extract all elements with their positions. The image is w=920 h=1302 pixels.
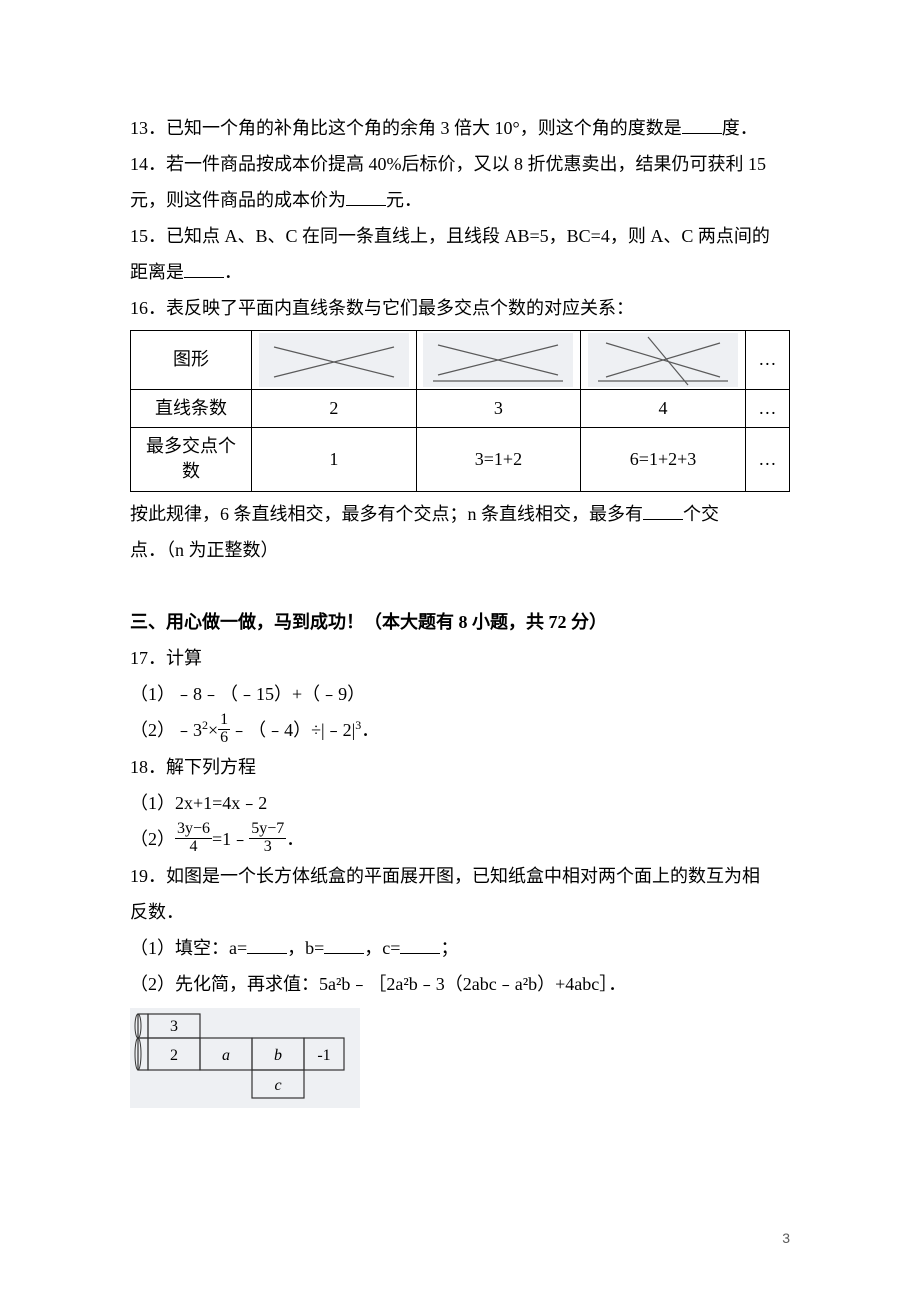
q14-l1: 14．若一件商品按成本价提高 40%后标价，又以 8 折优惠卖出，结果仍可获利 …	[130, 146, 790, 182]
net-b: b	[274, 1047, 282, 1064]
q18-2-f1d: 4	[175, 839, 212, 856]
q14-tail: 元．	[386, 190, 422, 210]
net-r: -1	[317, 1047, 330, 1064]
t16-fig-2	[252, 331, 417, 390]
q17-2-frac: 16	[218, 712, 230, 747]
q18-2-tail: ．	[286, 829, 304, 849]
q16-after-1: 按此规律，6 条直线相交，最多有个交点；n 条直线相交，最多有 个交	[130, 496, 790, 532]
net-c: c	[274, 1077, 281, 1094]
q19-1-b2	[324, 935, 364, 954]
q18-2-mid: =1﹣	[212, 829, 249, 849]
q13: 13．已知一个角的补角比这个角的余角 3 倍大 10°，则这个角的度数是 度．	[130, 110, 790, 146]
t16-r2-h: 最多交点个 数	[131, 428, 252, 491]
net-a: a	[222, 1047, 230, 1064]
q17-2-post: ﹣（﹣4）÷|﹣2|	[230, 720, 355, 740]
q13-tail: 度．	[722, 118, 758, 138]
q19-1-b3	[400, 935, 440, 954]
gap-1	[130, 568, 790, 604]
q14-blank	[346, 187, 386, 206]
q16-after-a: 按此规律，6 条直线相交，最多有个交点；n 条直线相交，最多有	[130, 504, 643, 524]
t16-r2-a: 1	[252, 428, 417, 491]
lines-4-icon	[588, 333, 738, 387]
q15-l2: 距离是 ．	[130, 254, 790, 290]
q15-tail: ．	[224, 262, 242, 282]
q17-1: （1）﹣8﹣（﹣15）+（﹣9）	[130, 676, 790, 712]
q19-l2: 反数．	[130, 894, 790, 930]
lines-3-icon	[423, 333, 573, 387]
t16-h-shape: 图形	[131, 331, 252, 390]
q18-2-f1: 3y−64	[175, 821, 212, 856]
t16-r2-e: …	[745, 428, 789, 491]
page-number: 3	[782, 1224, 790, 1252]
q19-1: （1）填空：a= ，b= ，c= ；	[130, 930, 790, 966]
q18-2-f2: 5y−73	[249, 821, 286, 856]
t16-r1-e: …	[745, 390, 789, 428]
t16-fig-3	[416, 331, 581, 390]
q19-1-pre: （1）填空：a=	[130, 938, 247, 958]
q17-2-pre: （2）﹣3	[130, 720, 202, 740]
q18-2-f2n: 5y−7	[249, 821, 286, 839]
q18: 18．解下列方程	[130, 749, 790, 785]
t16-r1-a: 2	[252, 390, 417, 428]
section-3: 三、用心做一做，马到成功！（本大题有 8 小题，共 72 分）	[130, 604, 790, 640]
q18-2-f1n: 3y−6	[175, 821, 212, 839]
t16-h-ell: …	[745, 331, 789, 390]
t16-r2-c: 6=1+2+3	[581, 428, 746, 491]
q19-1-tail: ；	[440, 938, 458, 958]
net-top: 3	[170, 1018, 178, 1035]
t16-r1-b: 3	[416, 390, 581, 428]
q19-2: （2）先化简，再求值：5a²b﹣［2a²b﹣3（2abc﹣a²b）+4abc］．	[130, 966, 790, 1002]
q15-l1: 15．已知点 A、B、C 在同一条直线上，且线段 AB=5，BC=4，则 A、C…	[130, 218, 790, 254]
q19-1-m2: ，c=	[364, 938, 400, 958]
q17-2-num: 1	[218, 712, 230, 730]
q19-1-b1	[247, 935, 287, 954]
q17-2-den: 6	[218, 730, 230, 747]
q17-2-tail: ．	[361, 720, 379, 740]
q14-text: 元，则这件商品的成本价为	[130, 190, 346, 210]
q18-2: （2）3y−64=1﹣5y−73．	[130, 821, 790, 858]
lines-2-icon	[259, 333, 409, 387]
q18-2-pre: （2）	[130, 829, 175, 849]
t16-r2-b: 3=1+2	[416, 428, 581, 491]
q17: 17．计算	[130, 640, 790, 676]
q19-1-m1: ，b=	[287, 938, 324, 958]
t16-r1-c: 4	[581, 390, 746, 428]
q17-2-mid: ×	[208, 720, 218, 740]
t16-r1-h: 直线条数	[131, 390, 252, 428]
q14-l2: 元，则这件商品的成本价为 元．	[130, 182, 790, 218]
t16-fig-4	[581, 331, 746, 390]
q19-l1: 19．如图是一个长方体纸盒的平面展开图，已知纸盒中相对两个面上的数互为相	[130, 858, 790, 894]
cuboid-net-icon: 3 2 a b -1 c	[130, 1008, 360, 1108]
q16-after-b: 个交	[683, 504, 719, 524]
q16-blank	[643, 501, 683, 520]
q16-intro: 16．表反映了平面内直线条数与它们最多交点个数的对应关系：	[130, 290, 790, 326]
q15-blank	[184, 259, 224, 278]
q13-blank	[682, 115, 722, 134]
q16-after-2: 点．（n 为正整数）	[130, 532, 790, 568]
q16-table: 图形	[130, 330, 790, 492]
q18-2-f2d: 3	[249, 839, 286, 856]
q18-1: （1）2x+1=4x﹣2	[130, 785, 790, 821]
net-2: 2	[170, 1047, 178, 1064]
q13-text: 13．已知一个角的补角比这个角的余角 3 倍大 10°，则这个角的度数是	[130, 118, 682, 138]
q17-2: （2）﹣32×16﹣（﹣4）÷|﹣2|3．	[130, 712, 790, 749]
q15-text: 距离是	[130, 262, 184, 282]
